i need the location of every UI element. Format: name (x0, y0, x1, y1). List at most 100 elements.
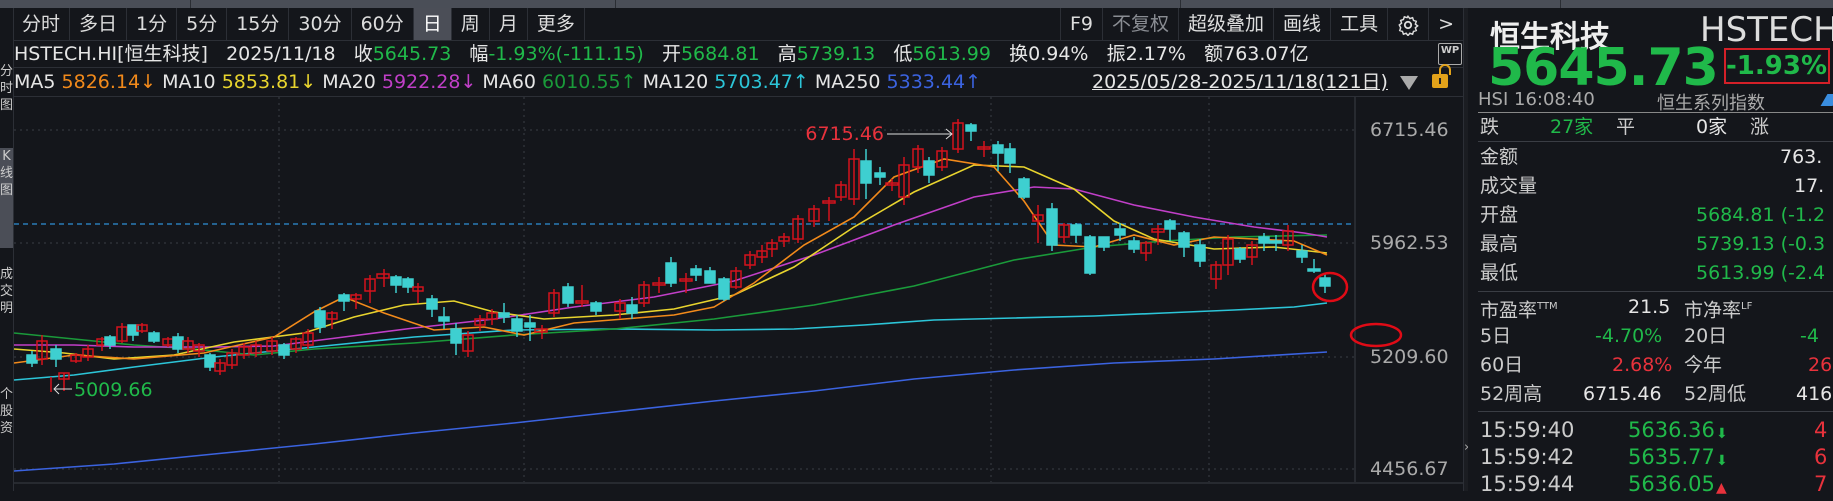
arrow-up-icon: ▲ (1716, 480, 1727, 496)
quote-panel: 恒生科技 HSTECH 5645.73 -1.93% HSI 16:08:40 … (1468, 8, 1833, 496)
divider (1478, 291, 1833, 292)
metric-label: 今年 (1684, 354, 1723, 376)
metric-value: -4 (1800, 325, 1819, 347)
amount-value: 763.07亿 (1223, 43, 1309, 65)
divider (1478, 411, 1833, 412)
kline-chart-canvas: 6715.46 5009.66 (13, 97, 1464, 484)
period-low-label: 5009.66 (74, 379, 153, 401)
window-top-strip (0, 0, 1833, 8)
ma-legend: MA5 5826.14↓ MA10 5853.81↓ MA20 5922.28↓… (14, 68, 1464, 97)
divider (1478, 141, 1833, 142)
ma20-value: 5922.28↓ (381, 71, 477, 93)
tick-volume: 6 (1814, 445, 1828, 469)
turnover-value: 0.94% (1028, 43, 1089, 65)
next-button[interactable]: > (1429, 8, 1463, 40)
tab-timeshare[interactable]: 分时 (13, 8, 71, 40)
period-high-label: 6715.46 (805, 123, 884, 145)
pe-value: 21.5 (1628, 296, 1671, 318)
f9-button[interactable]: F9 (1059, 8, 1104, 40)
ma120-label: MA120 (642, 71, 709, 93)
index-series: 恒生系列指数 (1657, 93, 1765, 114)
tab-30min[interactable]: 30分 (289, 8, 352, 40)
tools-button[interactable]: 工具 (1331, 8, 1389, 40)
panel-divider[interactable] (1463, 8, 1469, 491)
annotation-ellipse (1349, 322, 1403, 348)
close-label: 收 (353, 43, 373, 65)
tab-multiday[interactable]: 多日 (70, 8, 128, 40)
rail-item-details[interactable]: 成交明 (0, 267, 13, 316)
tab-week[interactable]: 周 (452, 8, 490, 40)
up-label: 涨 (1750, 116, 1770, 138)
chevron-right-icon: > (1438, 13, 1454, 35)
stat-value: 5684.81 (-1.2 (1696, 204, 1826, 226)
index-name: 恒生科技 (1490, 20, 1610, 55)
tab-day[interactable]: 日 (413, 8, 452, 40)
ma60-value: 6010.55↑ (542, 71, 637, 93)
date-label: 2025/11/18 (226, 43, 336, 65)
ma250-value: 5333.44↑ (886, 71, 982, 93)
y-tick-2: 5962.53 (1370, 232, 1449, 254)
tick-time: 15:59:40 (1480, 418, 1575, 442)
stat-value: 763. (1780, 146, 1823, 168)
arrow-down-icon: ⬇ (1716, 426, 1728, 442)
dropdown-triangle-icon[interactable] (1400, 76, 1418, 90)
y-tick-3: 5209.60 (1370, 346, 1449, 368)
tab-5min[interactable]: 5分 (177, 8, 228, 40)
low-label: 低 (893, 43, 913, 65)
rail-item-profile[interactable]: 个股资 (0, 387, 13, 436)
tick-price: 5635.77 (1628, 445, 1715, 469)
tick-price: 5636.36 (1628, 418, 1715, 442)
tick-time: 15:59:44 (1480, 472, 1575, 496)
down-count: 27家 (1550, 116, 1594, 138)
settings-button[interactable] (1388, 8, 1430, 40)
high-value: 5739.13 (796, 43, 876, 65)
amplitude-label: 振 (1106, 43, 1126, 65)
kline-chart[interactable]: 6715.46 5009.66 (13, 97, 1464, 491)
wp-monitor-icon[interactable]: WP (1438, 43, 1462, 65)
metric-value: 416 (1796, 383, 1833, 405)
stat-value: 5613.99 (-2.4 (1696, 262, 1826, 284)
metric-label: 52周低 (1684, 383, 1747, 405)
y-tick-4: 4456.67 (1370, 458, 1449, 480)
stat-value: 17. (1794, 175, 1825, 197)
stat-label: 最高 (1480, 233, 1519, 255)
amplitude-value: 2.17% (1125, 43, 1186, 65)
metric-value: 2.68% (1612, 354, 1673, 376)
date-range-selector[interactable]: 2025/05/28-2025/11/18(121日) (1092, 71, 1388, 93)
tab-more[interactable]: 更多 (528, 8, 585, 40)
tab-1min[interactable]: 1分 (127, 8, 178, 40)
ma5-label: MA5 (14, 71, 56, 93)
expand-panel-icon[interactable]: » (1464, 440, 1472, 455)
ma5-value: 5826.14↓ (61, 71, 157, 93)
tab-month[interactable]: 月 (490, 8, 528, 40)
change-value: -1.93%(-111.15) (488, 43, 644, 65)
open-label: 开 (661, 43, 681, 65)
metric-label: 60日 (1480, 354, 1524, 376)
stat-label: 金额 (1480, 146, 1519, 168)
rail-item-timeshare[interactable]: 分时图 (0, 64, 13, 113)
tick-volume: 7 (1814, 472, 1828, 496)
edit-pen-icon[interactable] (1820, 94, 1833, 106)
metric-value: 26 (1808, 354, 1833, 376)
stat-label: 成交量 (1480, 175, 1538, 197)
turnover-label: 换 (1009, 43, 1029, 65)
low-value: 5613.99 (912, 43, 991, 65)
symbol-label: HSTECH.HI[恒生科技] (14, 43, 208, 65)
high-label: 高 (777, 43, 797, 65)
metric-value: 6715.46 (1583, 383, 1662, 405)
overlay-button[interactable]: 超级叠加 (1179, 8, 1275, 40)
draw-button[interactable]: 画线 (1274, 8, 1332, 40)
down-label: 跌 (1480, 116, 1500, 138)
unlock-icon[interactable] (1432, 64, 1451, 88)
open-value: 5684.81 (680, 43, 760, 65)
tab-60min[interactable]: 60分 (352, 8, 414, 40)
tab-15min[interactable]: 15分 (227, 8, 290, 40)
adjust-button[interactable]: 不复权 (1103, 8, 1180, 40)
flat-label: 平 (1616, 116, 1636, 138)
divider (1478, 112, 1833, 113)
last-price: 5645.73 (1488, 38, 1719, 98)
ma10-label: MA10 (162, 71, 216, 93)
ma20-label: MA20 (322, 71, 376, 93)
